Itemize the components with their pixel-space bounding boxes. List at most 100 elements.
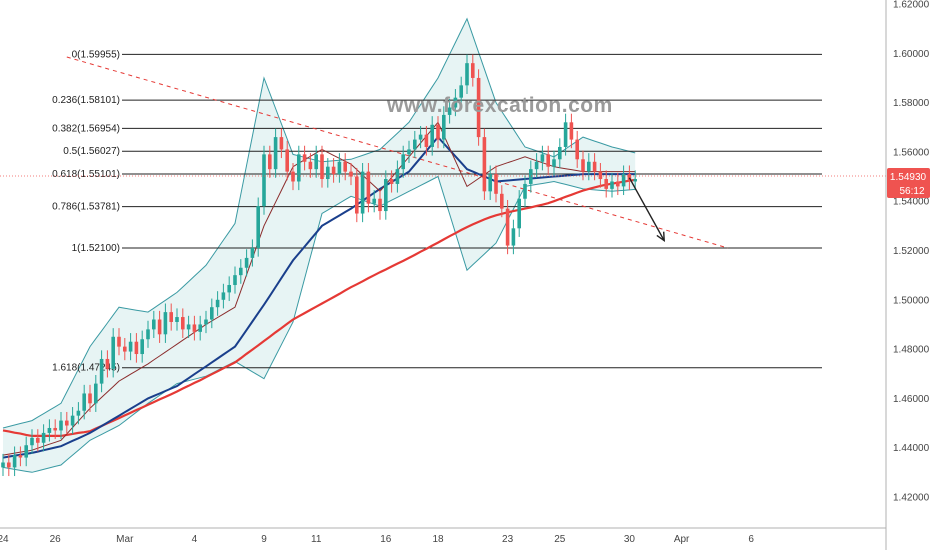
candle-body-44 <box>256 206 260 249</box>
time-tick-10: 30 <box>624 534 636 545</box>
candle-body-75 <box>436 124 440 140</box>
candle-body-16 <box>94 383 98 404</box>
candle-body-13 <box>76 410 81 416</box>
candle-body-17 <box>99 358 104 384</box>
countdown-label: 56:12 <box>899 186 924 197</box>
candle-body-69 <box>401 154 405 170</box>
candle-body-27 <box>157 319 162 335</box>
time-tick-9: 25 <box>554 534 566 545</box>
candle-body-90 <box>523 183 527 199</box>
fibonacci-levels: 0(1.59955) 0.236(1.58101) 0.382(1.56954) 0.… <box>52 49 822 374</box>
candle-body-10 <box>59 420 63 431</box>
sma20-line <box>2 121 636 456</box>
candle-body-32 <box>186 324 191 330</box>
price-tick-7: 1.56000 <box>893 147 930 158</box>
candle-body-6 <box>36 437 40 443</box>
candle-body-60 <box>349 171 353 177</box>
candle-body-67 <box>389 179 394 184</box>
candle-body-70 <box>407 149 411 155</box>
candle-body-87 <box>505 208 510 246</box>
candle-body-106 <box>616 181 620 187</box>
time-tick-7: 18 <box>432 534 444 545</box>
last-price-label: 1.54930 <box>890 172 927 183</box>
candle-body-82 <box>476 77 481 138</box>
candle-body-99 <box>575 139 579 160</box>
candle-body-49 <box>285 149 289 172</box>
candle-body-23 <box>134 341 139 355</box>
candle-body-35 <box>204 319 208 325</box>
candle-body-77 <box>447 107 452 115</box>
fib-label-4: 0.618(1.55101) <box>52 169 120 180</box>
candle-body-92 <box>534 161 539 170</box>
candle-body-37 <box>215 299 220 308</box>
candle-body-105 <box>610 181 614 189</box>
candle-body-108 <box>627 174 632 182</box>
candle-body-79 <box>459 85 463 98</box>
candle-body-29 <box>169 312 173 322</box>
candle-body-81 <box>471 63 475 78</box>
candle-body-1 <box>7 462 11 468</box>
trendline-dashed <box>66 56 729 249</box>
candle-body-89 <box>517 198 521 229</box>
candle-body-107 <box>621 174 626 187</box>
candle-body-59 <box>343 161 347 172</box>
candle-body-66 <box>384 179 388 212</box>
fib-label-1: 0.236(1.58101) <box>52 95 120 106</box>
candle-body-46 <box>268 154 272 170</box>
candle-body-61 <box>355 176 359 214</box>
candle-body-73 <box>424 134 429 147</box>
fib-label-5: 0.786(1.53781) <box>52 202 120 213</box>
candle-body-39 <box>227 285 231 293</box>
time-axis[interactable]: 24 26 Mar 4 9 11 16 18 23 25 30 Apr 6 <box>0 534 754 545</box>
candle-body-7 <box>41 432 46 443</box>
candle-body-97 <box>563 122 568 147</box>
candle-body-21 <box>123 346 127 352</box>
candle-body-85 <box>494 174 498 194</box>
price-axis[interactable]: 1.42000 1.44000 1.46000 1.48000 1.50000 1.520… <box>893 0 930 504</box>
candle-body-31 <box>181 317 185 330</box>
candle-body-0 <box>1 462 5 468</box>
candle-body-36 <box>210 307 214 320</box>
candle-body-3 <box>18 455 23 458</box>
time-tick-0: 24 <box>0 534 9 545</box>
candle-body-74 <box>430 124 434 147</box>
candle-body-95 <box>552 159 556 167</box>
candle-body-26 <box>152 319 156 330</box>
candle-body-57 <box>331 166 336 175</box>
projection-arrow <box>628 177 665 243</box>
candle-body-109 <box>633 179 637 182</box>
price-tick-5: 1.52000 <box>893 246 930 257</box>
price-tick-1: 1.44000 <box>893 443 930 454</box>
fib-label-7: 1.618(1.47245) <box>52 363 120 374</box>
candle-body-55 <box>320 154 324 180</box>
time-tick-2: Mar <box>116 534 134 545</box>
candle-body-71 <box>413 139 417 150</box>
candle-body-45 <box>262 154 266 207</box>
candle-body-14 <box>82 393 86 411</box>
candle-body-8 <box>47 427 52 433</box>
candle-body-91 <box>529 169 533 184</box>
price-tick-9: 1.60000 <box>893 49 930 60</box>
candle-body-25 <box>146 329 150 340</box>
candle-body-34 <box>198 324 202 332</box>
candle-body-53 <box>308 161 313 170</box>
candle-body-103 <box>598 171 603 180</box>
time-tick-4: 9 <box>261 534 267 545</box>
price-tick-6: 1.54000 <box>893 197 930 208</box>
candle-body-80 <box>465 63 469 86</box>
time-tick-3: 4 <box>192 534 198 545</box>
candle-body-58 <box>337 161 342 175</box>
price-tick-3: 1.48000 <box>893 345 930 356</box>
price-tick-4: 1.50000 <box>893 295 930 306</box>
price-tick-10: 1.62000 <box>893 0 930 11</box>
candle-body-96 <box>558 146 562 160</box>
candle-body-50 <box>291 171 295 182</box>
time-tick-8: 23 <box>502 534 514 545</box>
candle-body-94 <box>546 154 550 167</box>
candle-body-98 <box>569 122 574 140</box>
price-tick-8: 1.58000 <box>893 98 930 109</box>
candle-body-4 <box>24 445 28 458</box>
price-tag: 1.54930 56:12 <box>887 168 930 198</box>
price-tag-background <box>887 168 930 198</box>
